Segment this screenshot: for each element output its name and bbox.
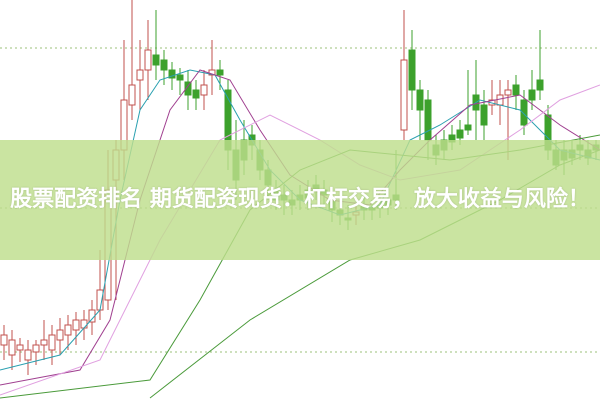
- candle-down: [536, 79, 544, 91]
- candle-up: [56, 329, 64, 341]
- candle-down: [416, 89, 424, 111]
- candle-up: [32, 344, 40, 353]
- candle-down: [176, 74, 184, 81]
- candle-up: [64, 324, 72, 336]
- candle-up: [200, 84, 208, 96]
- candle-up: [0, 334, 8, 346]
- candle-down: [152, 54, 160, 66]
- candle-up: [144, 49, 152, 71]
- candle-down: [168, 69, 176, 79]
- candle-up: [504, 89, 512, 96]
- candle-up: [80, 319, 88, 329]
- candle-up: [128, 84, 136, 106]
- candle-up: [400, 59, 408, 131]
- candle-down: [216, 69, 224, 76]
- candle-down: [408, 49, 416, 91]
- candle-down: [480, 104, 488, 126]
- candle-up: [40, 339, 48, 346]
- candle-down: [424, 99, 432, 141]
- candle-down: [160, 59, 168, 71]
- candle-up: [72, 319, 80, 331]
- candle-down: [520, 99, 528, 126]
- candle-down: [528, 89, 536, 101]
- candle-down: [184, 81, 192, 96]
- candle-up: [8, 339, 16, 356]
- candle-down: [192, 89, 200, 99]
- candle-up: [24, 349, 32, 361]
- candle-up: [136, 69, 144, 81]
- candle-down: [512, 84, 520, 96]
- candle-up: [48, 334, 56, 351]
- candle-up: [16, 344, 24, 351]
- candle-up: [496, 94, 504, 106]
- candle-down: [464, 124, 472, 131]
- article-title: 股票配资排名 期货配资现货：杠杆交易，放大收益与风险！: [10, 187, 590, 212]
- candle-down: [456, 129, 464, 139]
- title-banner: 股票配资排名 期货配资现货：杠杆交易，放大收益与风险！: [0, 140, 600, 260]
